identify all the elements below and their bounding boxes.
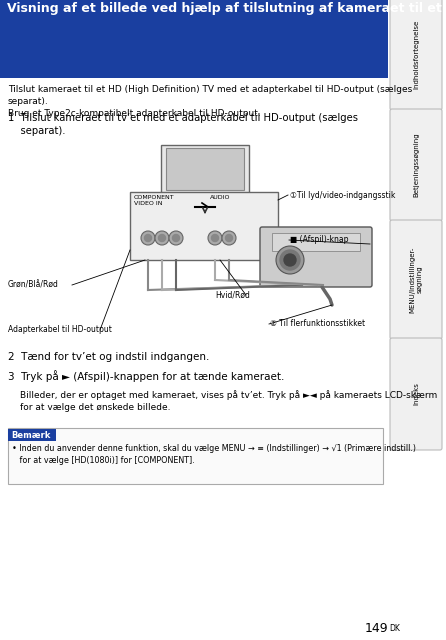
Bar xyxy=(8,428,383,484)
Circle shape xyxy=(169,231,183,245)
Circle shape xyxy=(226,234,232,241)
Circle shape xyxy=(158,234,165,241)
Circle shape xyxy=(211,234,219,241)
Circle shape xyxy=(145,234,152,241)
Circle shape xyxy=(284,254,296,266)
Text: ①Til lyd/video-indgangsstik: ①Til lyd/video-indgangsstik xyxy=(290,191,395,200)
Text: Tilslut kameraet til et HD (High Definition) TV med et adapterkabel til HD-outpu: Tilslut kameraet til et HD (High Definit… xyxy=(8,85,412,118)
Text: Hvid/Rød: Hvid/Rød xyxy=(215,291,250,300)
Text: 1  Tilslut kameraet til tv’et med et adapterkabel til HD-output (sælges
    sepa: 1 Tilslut kameraet til tv’et med et adap… xyxy=(8,113,358,136)
Text: Billeder, der er optaget med kameraet, vises på tv’et. Tryk på ►◄ på kameraets L: Billeder, der er optaget med kameraet, v… xyxy=(20,390,437,412)
Text: Grøn/Blå/Rød: Grøn/Blå/Rød xyxy=(8,280,59,289)
Text: • Inden du anvender denne funktion, skal du vælge MENU → ≡ (Indstillinger) → √1 : • Inden du anvender denne funktion, skal… xyxy=(12,444,416,465)
Circle shape xyxy=(280,250,300,270)
Text: ② Til flerfunktionsstikket: ② Til flerfunktionsstikket xyxy=(270,319,365,328)
Text: MENU/Indstillinger-
søgning: MENU/Indstillinger- søgning xyxy=(409,246,423,313)
FancyBboxPatch shape xyxy=(390,338,442,450)
Bar xyxy=(272,233,360,251)
Text: 149: 149 xyxy=(364,622,388,635)
Circle shape xyxy=(155,231,169,245)
Bar xyxy=(0,0,388,78)
Text: ■ (Afspil)-knap: ■ (Afspil)-knap xyxy=(290,236,348,244)
Bar xyxy=(161,145,249,203)
Text: 3  Tryk på ► (Afspil)-knappen for at tænde kameraet.: 3 Tryk på ► (Afspil)-knappen for at tænd… xyxy=(8,370,285,382)
Text: COMPONENT
VIDEO IN: COMPONENT VIDEO IN xyxy=(134,195,175,206)
Text: Indeks: Indeks xyxy=(413,383,419,405)
Text: Bemærk: Bemærk xyxy=(11,431,50,440)
Bar xyxy=(130,192,278,260)
FancyBboxPatch shape xyxy=(260,227,372,287)
FancyBboxPatch shape xyxy=(390,0,442,110)
Circle shape xyxy=(276,246,304,274)
Circle shape xyxy=(141,231,155,245)
Text: Betjeningssøgning: Betjeningssøgning xyxy=(413,132,419,197)
FancyBboxPatch shape xyxy=(390,109,442,221)
Text: Indholdsfortegnelse: Indholdsfortegnelse xyxy=(413,19,419,88)
Circle shape xyxy=(208,231,222,245)
Text: DK: DK xyxy=(389,624,400,633)
Circle shape xyxy=(173,234,179,241)
Text: Adapterkabel til HD-output: Adapterkabel til HD-output xyxy=(8,326,112,335)
Text: AUDIO: AUDIO xyxy=(210,195,231,200)
Circle shape xyxy=(222,231,236,245)
Text: Visning af et billede ved hjælp af tilslutning af kameraet til et HD TV med adap: Visning af et billede ved hjælp af tilsl… xyxy=(7,2,446,15)
Bar xyxy=(8,429,56,441)
Text: 2  Tænd for tv’et og indstil indgangen.: 2 Tænd for tv’et og indstil indgangen. xyxy=(8,352,209,362)
Bar xyxy=(166,148,244,190)
FancyBboxPatch shape xyxy=(390,220,442,339)
